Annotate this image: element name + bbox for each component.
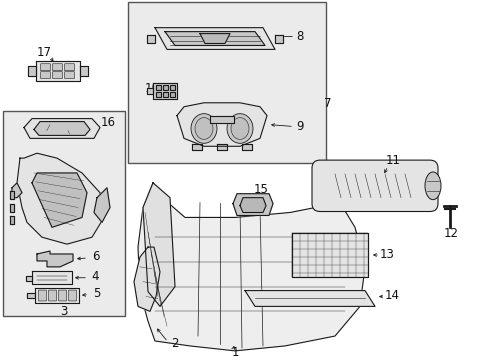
- Polygon shape: [245, 291, 375, 306]
- Polygon shape: [233, 194, 273, 216]
- FancyBboxPatch shape: [39, 290, 47, 301]
- FancyBboxPatch shape: [41, 64, 50, 71]
- Bar: [163, 85, 168, 90]
- Ellipse shape: [191, 114, 217, 143]
- FancyBboxPatch shape: [41, 72, 50, 78]
- Text: 9: 9: [296, 120, 304, 133]
- Bar: [163, 92, 168, 97]
- Bar: [156, 85, 161, 90]
- Polygon shape: [153, 83, 177, 99]
- Bar: [292, 233, 368, 277]
- Ellipse shape: [227, 114, 253, 143]
- Polygon shape: [177, 103, 267, 146]
- Text: 1: 1: [231, 346, 239, 359]
- Text: 10: 10: [145, 82, 159, 95]
- Polygon shape: [165, 32, 265, 45]
- Polygon shape: [10, 204, 14, 212]
- Polygon shape: [94, 188, 110, 222]
- Polygon shape: [12, 183, 22, 198]
- Polygon shape: [26, 276, 32, 281]
- Polygon shape: [36, 61, 80, 81]
- Polygon shape: [147, 88, 153, 94]
- Polygon shape: [34, 122, 90, 135]
- FancyBboxPatch shape: [52, 64, 63, 71]
- Text: 13: 13: [380, 248, 394, 261]
- Text: 6: 6: [92, 251, 100, 264]
- Polygon shape: [200, 33, 230, 44]
- Polygon shape: [10, 216, 14, 224]
- Text: 15: 15: [253, 183, 269, 196]
- Ellipse shape: [231, 118, 249, 139]
- Bar: [170, 92, 175, 97]
- Polygon shape: [217, 144, 227, 150]
- Polygon shape: [143, 183, 175, 306]
- FancyBboxPatch shape: [65, 72, 74, 78]
- Ellipse shape: [195, 118, 213, 139]
- FancyBboxPatch shape: [52, 72, 63, 78]
- Bar: [128, 2, 326, 163]
- Polygon shape: [28, 66, 36, 76]
- FancyBboxPatch shape: [65, 64, 74, 71]
- Polygon shape: [240, 198, 266, 212]
- Polygon shape: [32, 271, 72, 284]
- Polygon shape: [10, 191, 14, 199]
- FancyBboxPatch shape: [58, 290, 67, 301]
- Polygon shape: [155, 28, 275, 49]
- Polygon shape: [138, 183, 365, 351]
- Polygon shape: [37, 251, 73, 267]
- Ellipse shape: [425, 172, 441, 200]
- Text: 14: 14: [385, 289, 399, 302]
- Polygon shape: [275, 35, 283, 44]
- Text: 3: 3: [60, 305, 68, 318]
- Polygon shape: [242, 144, 252, 150]
- Text: 8: 8: [296, 30, 304, 43]
- Text: 2: 2: [171, 337, 179, 350]
- Bar: [170, 85, 175, 90]
- Text: 11: 11: [386, 154, 400, 167]
- Polygon shape: [80, 66, 88, 76]
- Polygon shape: [32, 173, 87, 227]
- Bar: [292, 233, 368, 277]
- FancyBboxPatch shape: [312, 160, 438, 212]
- Polygon shape: [35, 288, 79, 303]
- Text: 7: 7: [324, 97, 332, 110]
- Text: 17: 17: [36, 46, 51, 59]
- Polygon shape: [210, 116, 234, 122]
- Text: 12: 12: [443, 227, 459, 240]
- Text: 5: 5: [93, 287, 100, 300]
- Polygon shape: [192, 144, 202, 150]
- Polygon shape: [134, 247, 160, 311]
- Text: 16: 16: [100, 116, 116, 129]
- Text: 4: 4: [91, 270, 99, 283]
- Bar: [3, 111, 125, 316]
- Polygon shape: [27, 293, 35, 298]
- Bar: [156, 92, 161, 97]
- FancyBboxPatch shape: [69, 290, 76, 301]
- Polygon shape: [24, 118, 100, 138]
- FancyBboxPatch shape: [49, 290, 56, 301]
- Polygon shape: [17, 153, 104, 244]
- Polygon shape: [147, 35, 155, 44]
